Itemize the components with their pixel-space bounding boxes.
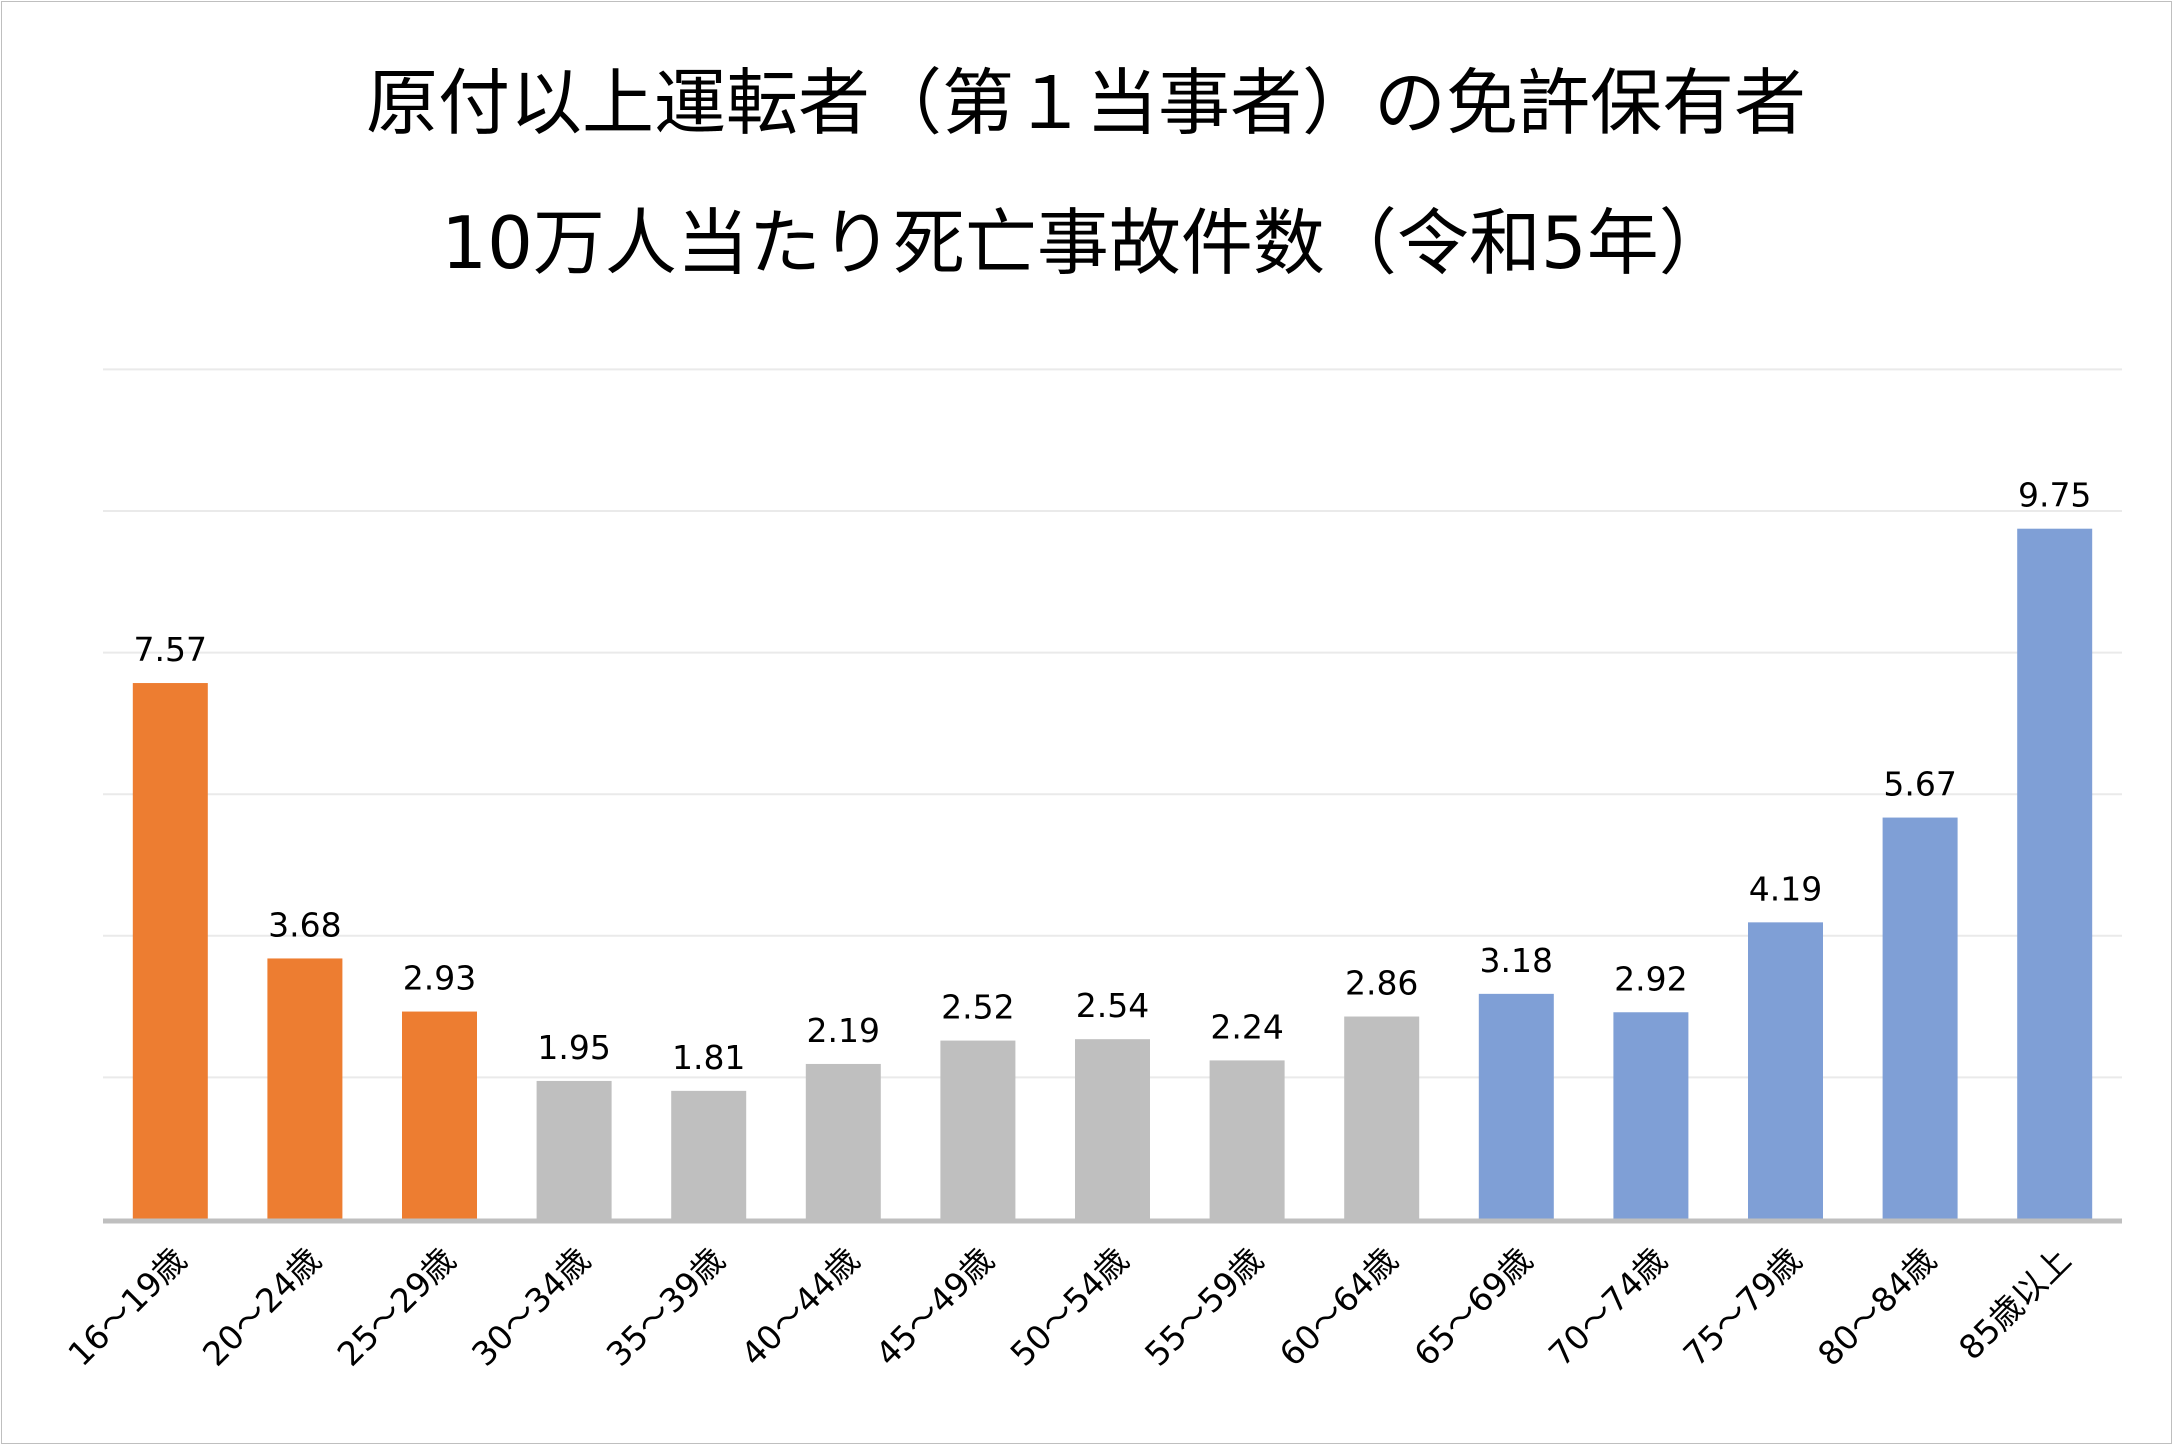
bar <box>940 1040 1016 1219</box>
data-label: 3.68 <box>268 905 341 944</box>
bar <box>1344 1016 1420 1219</box>
data-label: 2.52 <box>941 988 1014 1027</box>
bar <box>2017 528 2093 1219</box>
data-label: 2.19 <box>807 1011 880 1050</box>
data-label: 4.19 <box>1749 869 1822 908</box>
bar <box>536 1080 612 1219</box>
data-labels: 7.57 3.68 2.93 1.95 1.81 2.19 2.52 2.54 2.24 2.86… <box>134 476 2092 1077</box>
x-tick-label: 75～79歳 <box>1676 1240 1810 1374</box>
x-tick-label: 16～19歳 <box>60 1240 194 1374</box>
chart-title: 原付以上運転者（第１当事者）の免許保有者 10万人当たり死亡事故件数（令和5年） <box>366 61 1806 285</box>
bar <box>402 1011 477 1219</box>
data-label: 2.86 <box>1345 964 1418 1003</box>
data-label: 5.67 <box>1883 765 1956 804</box>
bar <box>1748 922 1823 1219</box>
bar <box>1882 817 1958 1219</box>
data-label: 1.95 <box>537 1028 610 1067</box>
data-label: 2.24 <box>1210 1007 1283 1046</box>
bar <box>132 683 208 1219</box>
x-tick-label: 80～84歳 <box>1810 1240 1944 1374</box>
chart-title-line-2: 10万人当たり死亡事故件数（令和5年） <box>441 201 1730 285</box>
x-tick-label: 25～29歳 <box>330 1240 464 1374</box>
x-tick-label: 35～39歳 <box>599 1240 733 1374</box>
x-tick-label: 20～24歳 <box>195 1240 329 1374</box>
data-label: 7.57 <box>134 630 207 669</box>
bar <box>1209 1060 1285 1219</box>
bar <box>1478 993 1554 1219</box>
bar <box>1613 1012 1689 1219</box>
data-label: 1.81 <box>672 1038 745 1077</box>
data-label: 9.75 <box>2018 476 2091 515</box>
x-tick-label: 70～74歳 <box>1541 1240 1675 1374</box>
x-tick-label: 45～49歳 <box>868 1240 1002 1374</box>
data-label: 2.54 <box>1076 986 1149 1025</box>
data-label: 2.92 <box>1614 959 1687 998</box>
bar <box>671 1090 747 1219</box>
x-tick-label: 50～54歳 <box>1003 1240 1137 1374</box>
bars <box>132 528 2093 1219</box>
data-label: 2.93 <box>403 959 476 998</box>
bar <box>1075 1039 1150 1219</box>
x-tick-label: 30～34歳 <box>464 1240 598 1374</box>
x-tick-label: 55～59歳 <box>1137 1240 1271 1374</box>
x-tick-label: 60～64歳 <box>1272 1240 1406 1374</box>
chart-title-line-1: 原付以上運転者（第１当事者）の免許保有者 <box>366 61 1806 145</box>
x-tick-label: 85歳以上 <box>1951 1240 2078 1367</box>
x-tick-label: 40～44歳 <box>733 1240 867 1374</box>
bar <box>267 958 343 1219</box>
bar <box>805 1063 881 1219</box>
x-tick-label: 65～69歳 <box>1406 1240 1540 1374</box>
x-tick-labels: 16～19歳 20～24歳 25～29歳 30～34歳 35～39歳 40～44歳 45～4… <box>60 1240 2078 1374</box>
data-label: 3.18 <box>1480 941 1553 980</box>
